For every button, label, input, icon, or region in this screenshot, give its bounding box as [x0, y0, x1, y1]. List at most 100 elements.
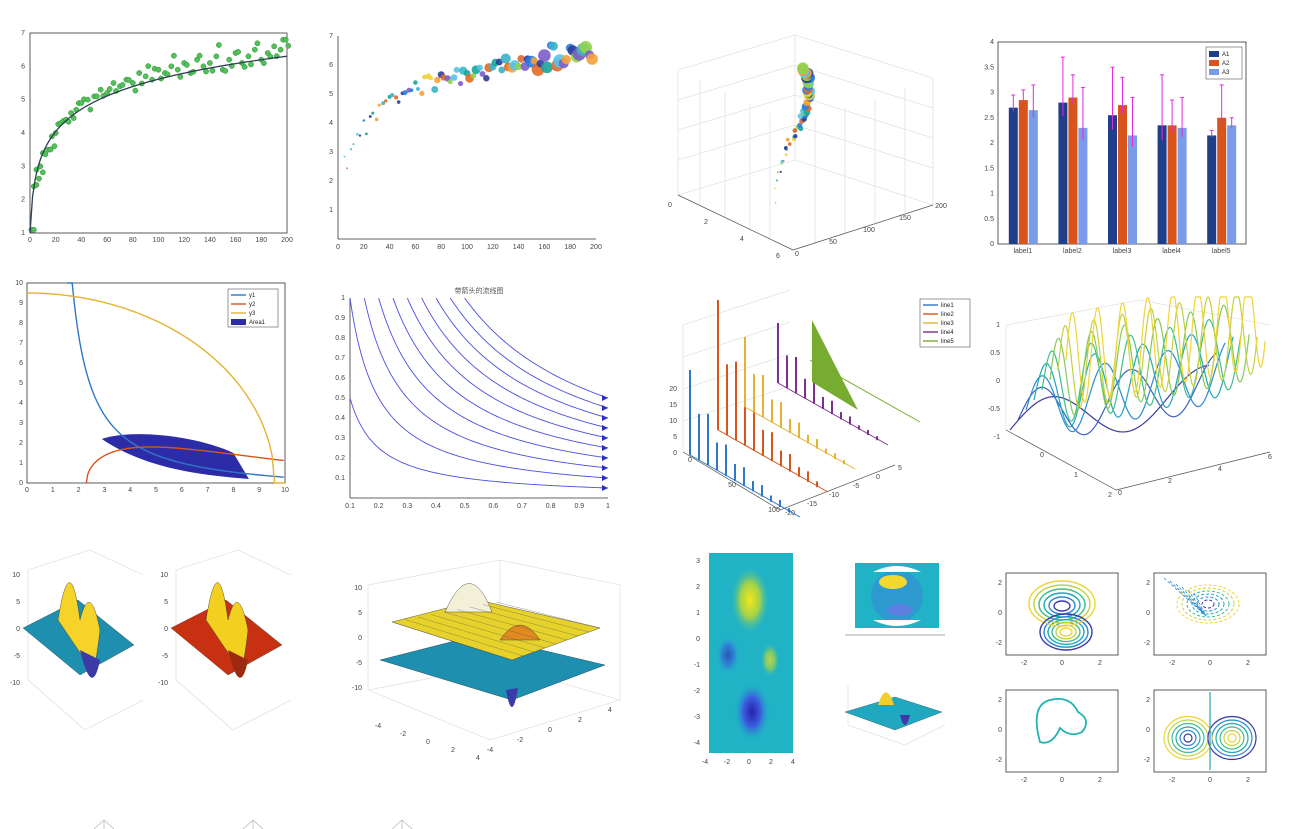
bubble-point — [409, 88, 414, 93]
heatmap-mask — [873, 566, 921, 572]
y-tick-label: 1 — [990, 191, 994, 198]
legend-label: line2 — [941, 312, 954, 318]
surface-trough — [900, 715, 910, 725]
bubble-point — [479, 70, 486, 77]
contour-line — [1223, 729, 1241, 747]
contour-line-dashed — [1176, 584, 1240, 624]
axes-box — [1153, 572, 1267, 656]
x-tick-label: 0 — [1118, 490, 1122, 497]
x-tick-label: 160 — [539, 244, 551, 251]
x-tick-label: 200 — [281, 237, 293, 244]
scatter-point — [145, 63, 152, 69]
bubble-point — [434, 76, 441, 84]
bubble-point — [419, 90, 425, 97]
x-tick-label: 100 — [863, 227, 875, 234]
bubble-point — [377, 103, 381, 107]
oscillation-line — [1041, 318, 1242, 422]
panel-3d-scatter: 0 50 100 150 200 6 4 2 0 — [668, 34, 947, 260]
surface-peak — [444, 583, 493, 613]
contour-line — [1043, 616, 1089, 648]
bubble-point — [784, 153, 788, 157]
mesh-line — [469, 606, 579, 637]
scatter-point — [31, 227, 37, 233]
scatter-point — [174, 66, 181, 73]
baseline — [717, 429, 829, 493]
x-tick-label: 20 — [52, 237, 60, 244]
y-tick-label: 5 — [329, 91, 333, 98]
x-tick-label: 0 — [795, 251, 799, 258]
y-tick-label: 4 — [329, 120, 333, 127]
y-tick-label: 5 — [21, 97, 25, 104]
bubble-point — [797, 62, 809, 74]
legend-swatch — [231, 319, 246, 325]
legend-label: line3 — [941, 321, 954, 327]
x-tick-label: 2 — [77, 487, 81, 494]
x-tick-label: 9 — [257, 487, 261, 494]
grid-line — [27, 549, 91, 571]
bubble-point — [368, 115, 372, 118]
x-tick-label: 0 — [548, 727, 552, 734]
grid-line — [499, 559, 621, 586]
y-tick-label: 0 — [998, 727, 1002, 734]
baseline — [777, 382, 889, 446]
y-tick-label: 1 — [19, 460, 23, 467]
axes-box — [1005, 689, 1119, 773]
y-tick-label: 2.5 — [984, 115, 994, 122]
grid-line — [84, 699, 144, 731]
bubble-point — [779, 170, 782, 174]
fit-line — [29, 55, 288, 234]
panel-surface-double: 10 5 0 -5 -10 -4 -2 0 2 4 -4 -2 0 2 4 — [352, 559, 621, 762]
y-tick-label: 3.5 — [984, 64, 994, 71]
contour-line-dashed — [1201, 599, 1215, 609]
bubble-point — [797, 122, 803, 128]
scatter-point — [52, 130, 59, 136]
z-tick-label: -5 — [356, 660, 362, 667]
y-tick-label: 0 — [998, 610, 1002, 617]
contour-line — [1219, 726, 1245, 750]
y-tick-label: 0 — [668, 202, 672, 209]
contour-line — [1167, 719, 1209, 757]
x-tick-label: -2 — [517, 737, 523, 744]
scatter-point — [68, 110, 74, 116]
bubble-point — [343, 155, 346, 158]
x-tick-label: 200 — [590, 244, 602, 251]
contour-line-dashed — [1187, 589, 1207, 617]
z-tick-label: 5 — [164, 599, 168, 606]
scatter-point — [248, 61, 254, 68]
x-tick-label: 4 — [128, 487, 132, 494]
y-tick-label: 0.9 — [335, 315, 345, 322]
bar — [1167, 125, 1177, 244]
y-tick-label: -5 — [853, 483, 859, 490]
x-tick-label: 100 — [153, 237, 165, 244]
scatter-point — [129, 80, 136, 86]
bubble-point — [775, 179, 778, 182]
z-tick-label: -10 — [352, 685, 362, 692]
x-tick-label: 40 — [386, 244, 394, 251]
y-tick-label: 2 — [998, 580, 1002, 587]
x-tick-label: -2 — [1021, 777, 1027, 784]
legend-label: line4 — [941, 330, 954, 336]
contour-line-dashed — [1175, 583, 1207, 617]
x-tick-label: 0 — [1208, 660, 1212, 667]
y-tick-label: 0.5 — [335, 395, 345, 402]
bubble-point — [780, 162, 783, 165]
mesh-line — [404, 619, 524, 657]
contour-line — [1175, 726, 1201, 750]
mesh-line — [482, 604, 590, 633]
bubble-point — [447, 79, 453, 85]
mesh-line — [417, 616, 535, 653]
y-tick-label: 10 — [15, 280, 23, 287]
y-tick-label: 2 — [19, 440, 23, 447]
streamline — [406, 297, 609, 439]
y-tick-label: -1 — [694, 662, 700, 669]
filled-area — [101, 434, 249, 479]
z-tick-label: 0 — [673, 450, 677, 457]
x-tick-label: 100 — [461, 244, 473, 251]
y-tick-label: 2 — [451, 747, 455, 754]
streamline — [421, 297, 609, 429]
x-tick-label: 5 — [154, 487, 158, 494]
scatter-point — [70, 115, 77, 121]
x-tick-label: 0.2 — [374, 503, 384, 510]
legend-label: A2 — [1222, 61, 1230, 67]
